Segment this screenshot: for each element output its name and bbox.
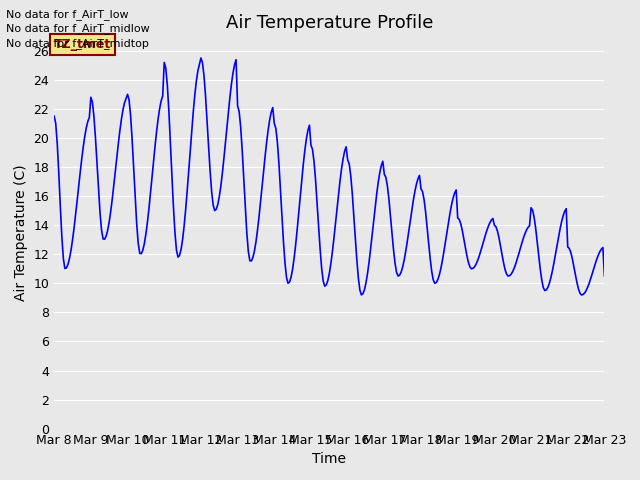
Text: No data for f_AirT_midtop: No data for f_AirT_midtop xyxy=(6,37,149,48)
Y-axis label: Air Temperature (C): Air Temperature (C) xyxy=(14,164,28,301)
Text: No data for f_AirT_midlow: No data for f_AirT_midlow xyxy=(6,23,150,34)
Title: Air Temperature Profile: Air Temperature Profile xyxy=(226,14,433,32)
Text: No data for f_AirT_low: No data for f_AirT_low xyxy=(6,9,129,20)
X-axis label: Time: Time xyxy=(312,452,346,466)
Text: TZ_tmet: TZ_tmet xyxy=(54,38,111,51)
